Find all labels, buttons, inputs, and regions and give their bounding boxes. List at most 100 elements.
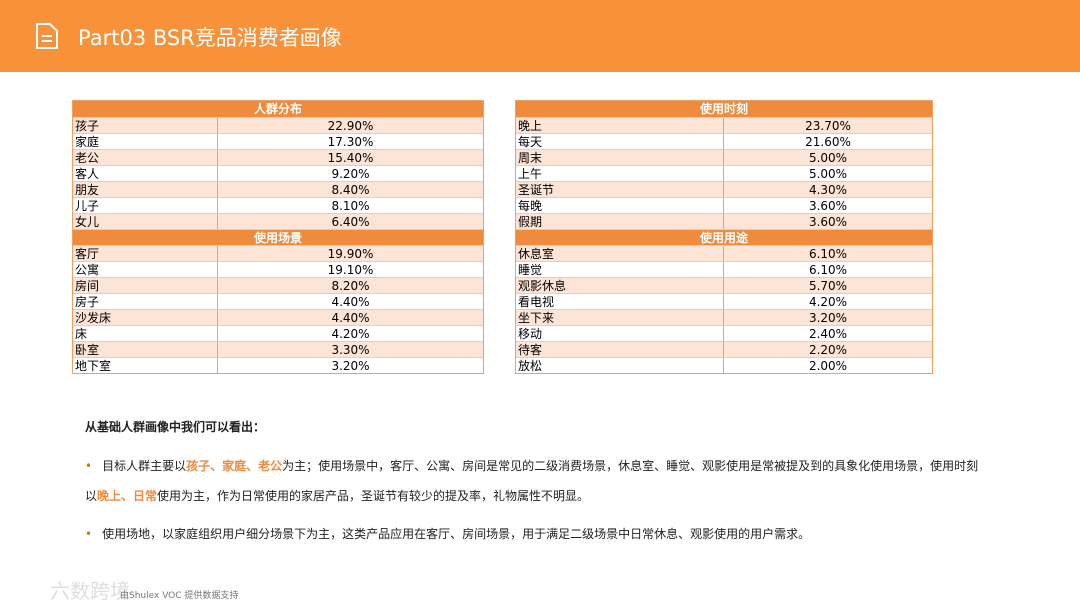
table-row: 晚上 23.70% <box>516 117 932 133</box>
section-header: 使用用途 <box>516 229 932 245</box>
cell-value: 4.30% <box>808 183 848 197</box>
cell-value: 22.90% <box>327 119 374 133</box>
cell-value: 19.90% <box>327 247 374 261</box>
cell-label: 每晚 <box>516 198 724 213</box>
table-row: 地下室 3.20% <box>73 357 483 373</box>
text: 目标人群主要以 <box>102 459 187 473</box>
table-row: 老公 15.40% <box>73 149 483 165</box>
cell-label: 公寓 <box>73 262 218 277</box>
watermark: 六数跨境 <box>50 579 130 603</box>
section-header: 使用场景 <box>73 229 483 245</box>
table-row: 每天 21.60% <box>516 133 932 149</box>
source: 由Shulex VOC 提供数据支持 <box>120 591 239 601</box>
title: Part03 BSR竞品消费者画像 <box>78 26 342 50</box>
cell-value: 2.00% <box>808 359 848 373</box>
cell-label: 休息室 <box>516 246 724 261</box>
cell-label: 孩子 <box>73 118 218 133</box>
cell-value: 5.00% <box>808 151 848 165</box>
table-row: 每晚 3.60% <box>516 197 932 213</box>
highlight: 晚上、日常 <box>97 489 158 503</box>
cell-label: 床 <box>73 326 218 341</box>
table-row: 客厅 19.90% <box>73 245 483 261</box>
cell-label: 坐下来 <box>516 310 724 325</box>
cell-value: 2.40% <box>808 327 848 341</box>
cell-value: 23.70% <box>805 119 851 133</box>
cell-label: 放松 <box>516 358 724 373</box>
table-row: 上午 5.00% <box>516 165 932 181</box>
table: 人群分布 孩子 22.90% 家庭 17.30% 老公 15.40% 客人 9.20% 朋友 8.4… <box>72 100 484 374</box>
cell-value: 6.10% <box>808 247 848 261</box>
doc-icon <box>36 23 58 49</box>
table-row: 家庭 17.30% <box>73 133 483 149</box>
section-header: 使用时刻 <box>516 101 932 117</box>
table-row: 卧室 3.30% <box>73 341 483 357</box>
table-row: 床 4.20% <box>73 325 483 341</box>
cell-label: 待客 <box>516 342 724 357</box>
cell-value: 19.10% <box>327 263 374 277</box>
cell-label: 圣诞节 <box>516 182 724 197</box>
table-row: 周末 5.00% <box>516 149 932 165</box>
table-row: 儿子 8.10% <box>73 197 483 213</box>
cell-label: 卧室 <box>73 342 218 357</box>
bullet: • 使用场地，以家庭组织用户细分场景下为主，这类产品应用在客厅、房间场景，用于满足… <box>85 519 985 549</box>
header-bar <box>0 0 1080 72</box>
highlight: 孩子、家庭、老公 <box>186 459 283 473</box>
cell-label: 女儿 <box>73 214 218 229</box>
table-row: 看电视 4.20% <box>516 293 932 309</box>
table-row: 女儿 6.40% <box>73 213 483 229</box>
cell-value: 17.30% <box>327 135 374 149</box>
cell-label: 客人 <box>73 166 218 181</box>
cell-value: 6.10% <box>808 263 848 277</box>
cell-label: 朋友 <box>73 182 218 197</box>
summary-heading: 从基础人群画像中我们可以看出： <box>85 420 266 434</box>
table-row: 公寓 19.10% <box>73 261 483 277</box>
bullet-dot: • <box>85 527 93 541</box>
cell-label: 地下室 <box>73 358 218 373</box>
table-row: 放松 2.00% <box>516 357 932 373</box>
cell-label: 周末 <box>516 150 724 165</box>
cell-value: 3.30% <box>331 343 370 357</box>
cell-label: 老公 <box>73 150 218 165</box>
bullet: • 目标人群主要以孩子、家庭、老公为主；使用场景中，客厅、公寓、房间是常见的二级消… <box>85 451 985 511</box>
cell-value: 3.60% <box>808 199 848 213</box>
cell-value: 3.60% <box>808 215 848 229</box>
cell-value: 3.20% <box>808 311 848 325</box>
table-row: 休息室 6.10% <box>516 245 932 261</box>
cell-label: 客厅 <box>73 246 218 261</box>
section-header: 人群分布 <box>73 101 483 117</box>
cell-value: 4.20% <box>331 327 370 341</box>
text: 使用场地，以家庭组织用户细分场景下为主，这类产品应用在客厅、房间场景，用于满足二… <box>102 527 811 541</box>
cell-label: 移动 <box>516 326 724 341</box>
cell-label: 假期 <box>516 214 724 229</box>
cell-label: 房间 <box>73 278 218 293</box>
table-row: 房子 4.40% <box>73 293 483 309</box>
table-row: 朋友 8.40% <box>73 181 483 197</box>
cell-label: 儿子 <box>73 198 218 213</box>
cell-label: 观影休息 <box>516 278 724 293</box>
cell-value: 5.70% <box>808 279 848 293</box>
text: 为主；使用场景中，客厅、公寓、房间是常见的二级消费场景，休息室、睡觉、观影使用是… <box>85 459 979 503</box>
cell-value: 2.20% <box>808 343 848 357</box>
cell-label: 每天 <box>516 134 724 149</box>
table: 使用时刻 晚上 23.70% 每天 21.60% 周末 5.00% 上午 5.00% 圣诞节 4.3… <box>515 100 933 374</box>
cell-label: 睡觉 <box>516 262 724 277</box>
cell-value: 21.60% <box>805 135 851 149</box>
table-row: 移动 2.40% <box>516 325 932 341</box>
table-row: 圣诞节 4.30% <box>516 181 932 197</box>
bullet-dot: • <box>85 459 93 473</box>
table-row: 观影休息 5.70% <box>516 277 932 293</box>
cell-value: 8.40% <box>331 183 370 197</box>
table-row: 睡觉 6.10% <box>516 261 932 277</box>
cell-label: 晚上 <box>516 118 724 133</box>
cell-value: 15.40% <box>327 151 374 165</box>
cell-label: 房子 <box>73 294 218 309</box>
table-row: 房间 8.20% <box>73 277 483 293</box>
table-row: 坐下来 3.20% <box>516 309 932 325</box>
cell-value: 5.00% <box>808 167 848 181</box>
summary: 从基础人群画像中我们可以看出： • 目标人群主要以孩子、家庭、老公为主；使用场景中… <box>85 418 985 557</box>
cell-label: 家庭 <box>73 134 218 149</box>
table-row: 孩子 22.90% <box>73 117 483 133</box>
table-row: 假期 3.60% <box>516 213 932 229</box>
table-row: 待客 2.20% <box>516 341 932 357</box>
